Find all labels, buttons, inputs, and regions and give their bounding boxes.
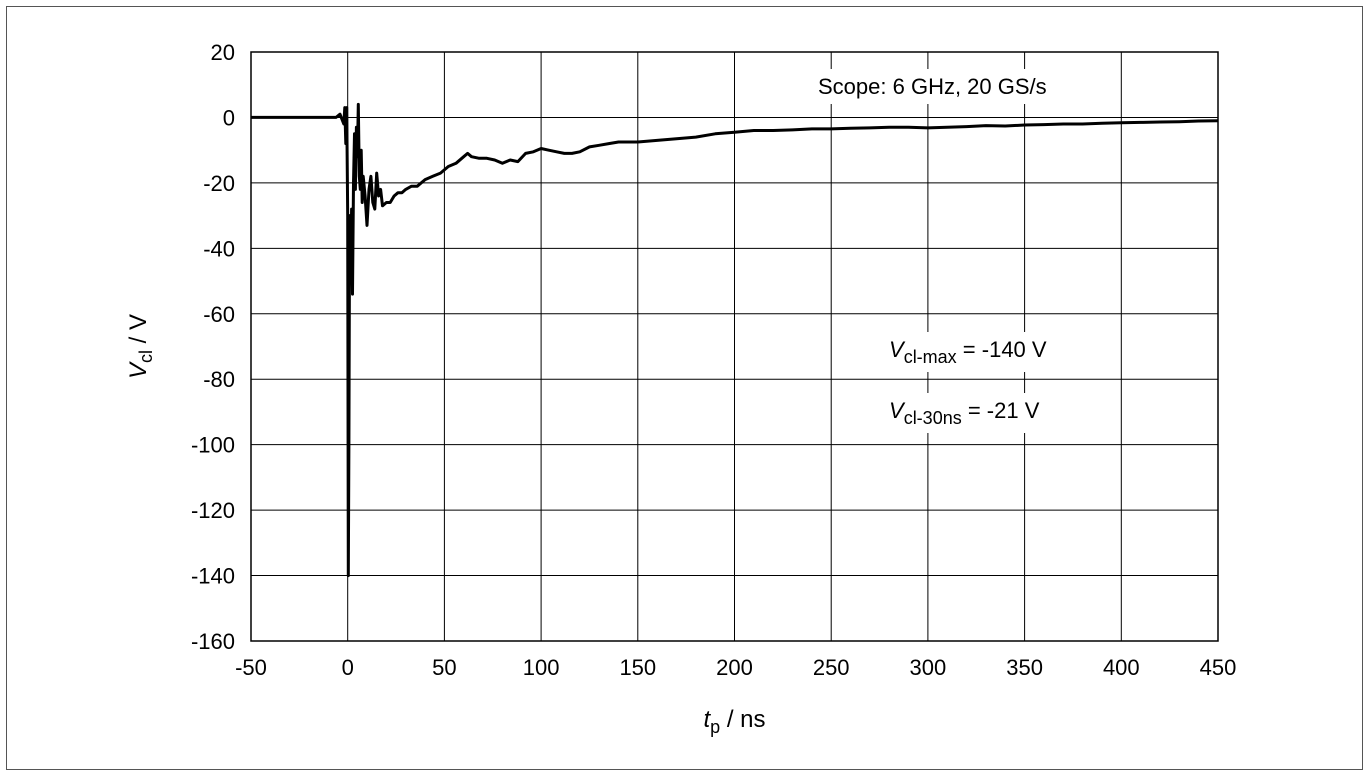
y-tick-label: -40: [203, 236, 235, 261]
x-tick-label: 200: [716, 655, 753, 680]
y-label-subscript: cl: [136, 350, 156, 363]
x-tick-label: 150: [619, 655, 656, 680]
y-tick-label: -20: [203, 171, 235, 196]
v30-annotation-bg: [881, 393, 1048, 433]
y-tick-label: -80: [203, 367, 235, 392]
y-tick-label: 20: [211, 40, 235, 65]
x-tick-labels: -50 0 50 100 150 200 250 300 350 400 450: [235, 655, 1236, 680]
x-tick-label: 50: [432, 655, 456, 680]
v30-value: = -21 V: [962, 398, 1040, 423]
x-tick-label: -50: [235, 655, 267, 680]
x-label-unit: / ns: [720, 706, 765, 733]
vmax-subscript: cl-max: [904, 347, 957, 367]
x-tick-label: 250: [813, 655, 850, 680]
x-axis-label: tp / ns: [703, 706, 765, 737]
y-axis-label: Vcl / V: [125, 314, 156, 379]
x-tick-label: 400: [1103, 655, 1140, 680]
scope-annotation-bg: [810, 69, 1055, 104]
x-label-subscript: p: [710, 717, 720, 737]
plot-area: [250, 51, 1219, 642]
y-tick-label: -160: [191, 629, 235, 654]
v30-subscript: cl-30ns: [904, 408, 962, 428]
y-label-unit: / V: [125, 314, 152, 350]
vmax-symbol: V: [889, 337, 906, 362]
y-tick-label: -60: [203, 302, 235, 327]
y-tick-label: -100: [191, 433, 235, 458]
vmax-value: = -140 V: [957, 337, 1047, 362]
vmax-annotation: Vcl-max = -140 V: [889, 337, 1047, 367]
scope-annotation: Scope: 6 GHz, 20 GS/s: [818, 74, 1047, 99]
y-tick-label: 0: [223, 105, 235, 130]
y-tick-label: -140: [191, 564, 235, 589]
series-line: [251, 102, 1219, 578]
x-tick-label: 450: [1200, 655, 1237, 680]
grid-lines: [250, 51, 1219, 642]
v30-symbol: V: [889, 398, 906, 423]
chart-frame: [6, 6, 1363, 770]
vmax-annotation-bg: [881, 332, 1055, 372]
x-tick-label: 300: [910, 655, 947, 680]
y-tick-labels: 20 0 -20 -40 -60 -80 -100 -120 -140 -160: [191, 40, 235, 654]
x-tick-label: 350: [1006, 655, 1043, 680]
y-tick-label: -120: [191, 498, 235, 523]
x-label-symbol: t: [703, 706, 711, 733]
x-tick-label: 0: [342, 655, 354, 680]
v30-annotation: Vcl-30ns = -21 V: [889, 398, 1040, 428]
y-label-symbol: V: [125, 361, 152, 379]
x-tick-label: 100: [523, 655, 560, 680]
